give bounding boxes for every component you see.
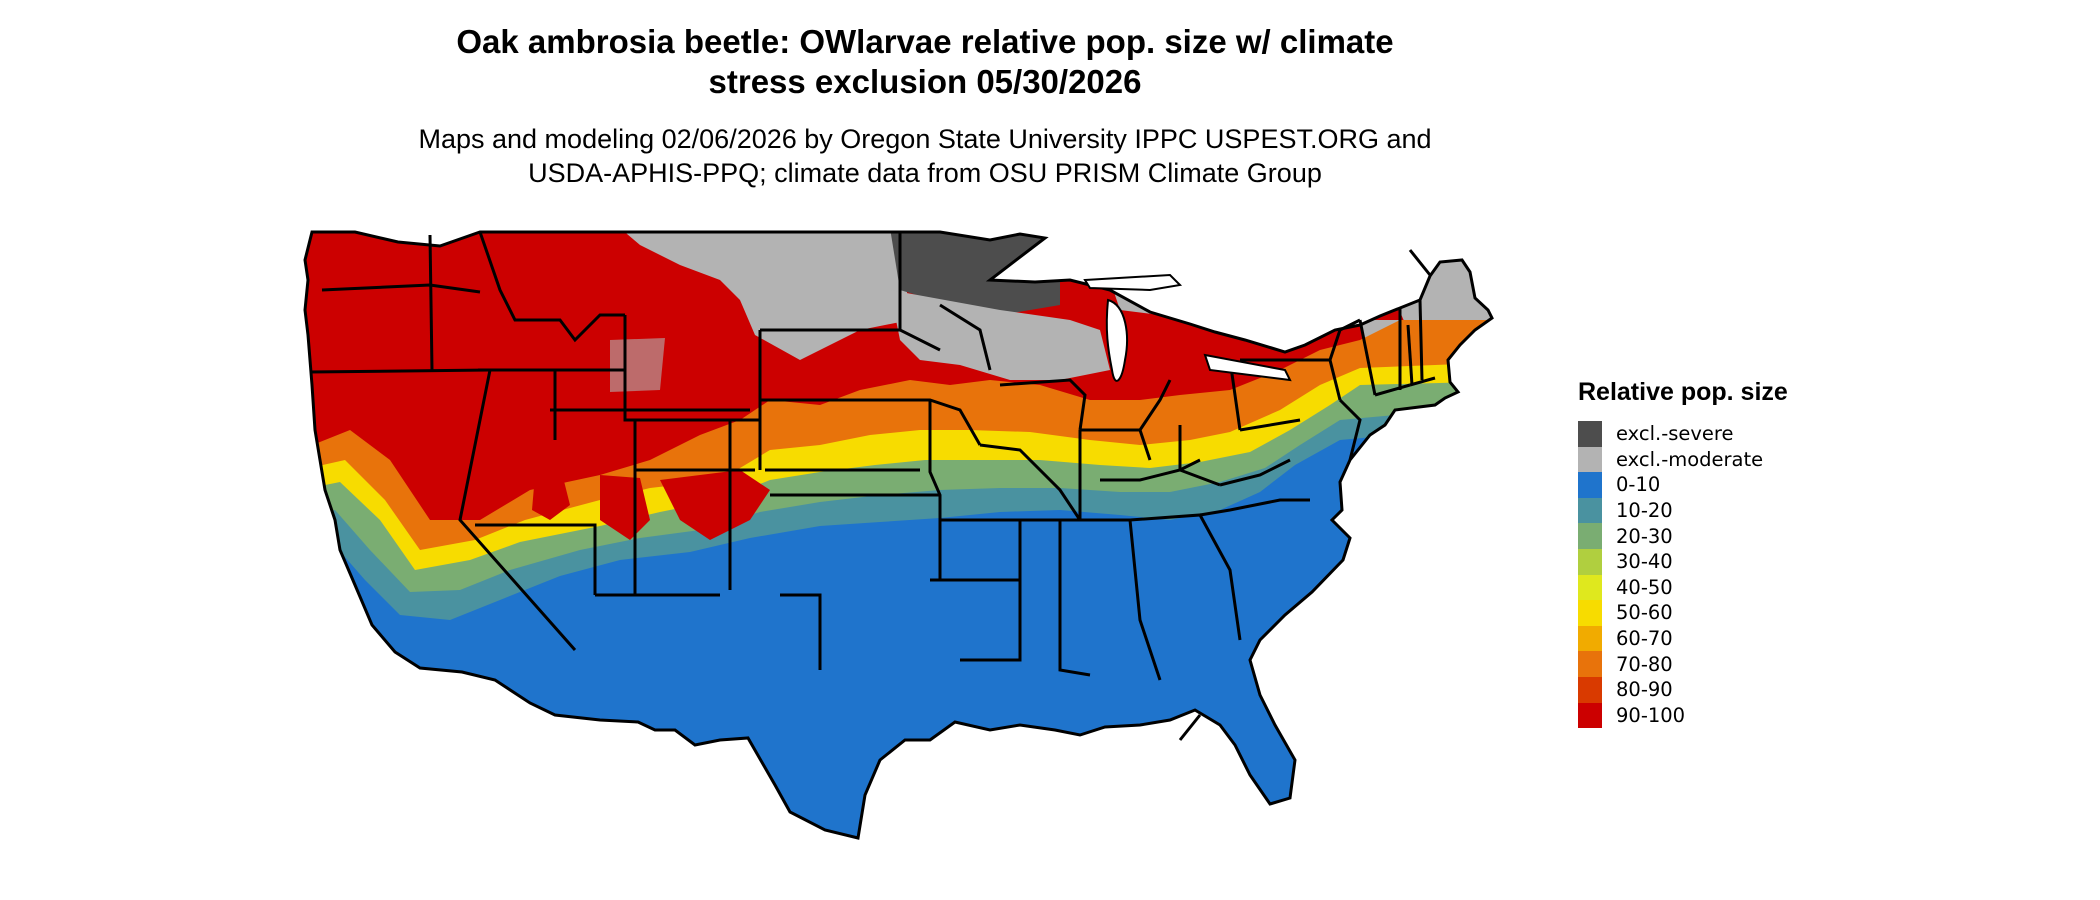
state-borders <box>303 230 1494 840</box>
great-lakes <box>1083 273 1292 382</box>
legend-label: 70-80 <box>1616 652 1673 676</box>
legend-swatch <box>1578 702 1602 729</box>
map-title-line-2: stress exclusion 05/30/2026 <box>708 63 1142 100</box>
map-title-line-1: Oak ambrosia beetle: OWlarvae relative p… <box>456 23 1394 60</box>
legend-item: 30-40 <box>1578 548 1788 575</box>
legend-swatch <box>1578 421 1602 447</box>
legend-swatch <box>1578 625 1602 652</box>
legend-swatch <box>1578 574 1602 601</box>
legend-label: 30-40 <box>1616 550 1673 574</box>
legend-swatch <box>1578 676 1602 703</box>
us-map <box>303 230 1494 840</box>
legend-item: 80-90 <box>1578 676 1788 703</box>
legend-label: 80-90 <box>1616 678 1673 702</box>
legend: Relative pop. size excl.-severe excl.-mo… <box>1578 378 1788 729</box>
legend-item: 60-70 <box>1578 625 1788 652</box>
legend-swatch <box>1578 523 1602 549</box>
legend-label: 60-70 <box>1616 627 1673 651</box>
legend-swatch <box>1578 497 1602 524</box>
legend-item: 50-60 <box>1578 600 1788 626</box>
legend-item: 0-10 <box>1578 472 1788 498</box>
legend-item: 20-30 <box>1578 523 1788 549</box>
legend-label: 0-10 <box>1616 473 1661 497</box>
legend-label: 10-20 <box>1616 499 1673 523</box>
legend-item: excl.-severe <box>1578 421 1788 447</box>
map-subtitle-line-2: USDA-APHIS-PPQ; climate data from OSU PR… <box>528 158 1322 188</box>
legend-label: 40-50 <box>1616 575 1673 599</box>
legend-items: excl.-severe excl.-moderate 0-10 10-20 2… <box>1578 421 1788 729</box>
legend-item: 40-50 <box>1578 574 1788 601</box>
legend-label: 50-60 <box>1616 601 1673 625</box>
legend-item: 70-80 <box>1578 651 1788 677</box>
map-subtitle: Maps and modeling 02/06/2026 by Oregon S… <box>0 122 1850 190</box>
legend-swatch <box>1578 446 1602 473</box>
legend-item: 90-100 <box>1578 702 1788 729</box>
legend-label: excl.-severe <box>1616 422 1734 446</box>
legend-swatch <box>1578 548 1602 575</box>
legend-label: excl.-moderate <box>1616 447 1764 471</box>
legend-title: Relative pop. size <box>1578 378 1788 406</box>
legend-item: 10-20 <box>1578 497 1788 524</box>
legend-label: 90-100 <box>1616 703 1686 727</box>
legend-item: excl.-moderate <box>1578 446 1788 473</box>
legend-swatch <box>1578 651 1602 677</box>
map-title: Oak ambrosia beetle: OWlarvae relative p… <box>0 22 1850 102</box>
legend-swatch <box>1578 600 1602 626</box>
map-subtitle-line-1: Maps and modeling 02/06/2026 by Oregon S… <box>418 124 1432 154</box>
legend-label: 20-30 <box>1616 524 1673 548</box>
legend-swatch <box>1578 472 1602 498</box>
